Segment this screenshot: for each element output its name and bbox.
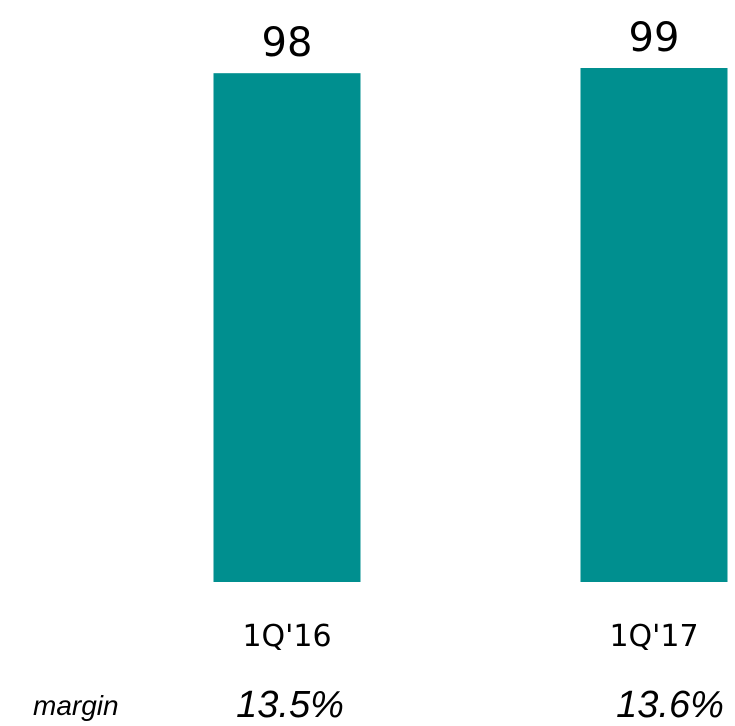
category-label-1: 1Q'16 (242, 619, 331, 654)
margin-value-2: 13.6% (616, 684, 724, 726)
bar-2 (580, 68, 728, 582)
margin-row: margin 13.5% 13.6% (33, 684, 724, 726)
value-labels-group: 98 99 (262, 15, 680, 66)
value-label-2: 99 (629, 15, 680, 61)
value-label-1: 98 (262, 20, 313, 66)
bar-1 (213, 73, 361, 582)
margin-row-label: margin (33, 690, 119, 721)
margin-value-1: 13.5% (236, 684, 344, 726)
category-label-2: 1Q'17 (609, 619, 698, 654)
category-labels-group: 1Q'16 1Q'17 (242, 619, 698, 654)
bars-group (213, 68, 728, 582)
